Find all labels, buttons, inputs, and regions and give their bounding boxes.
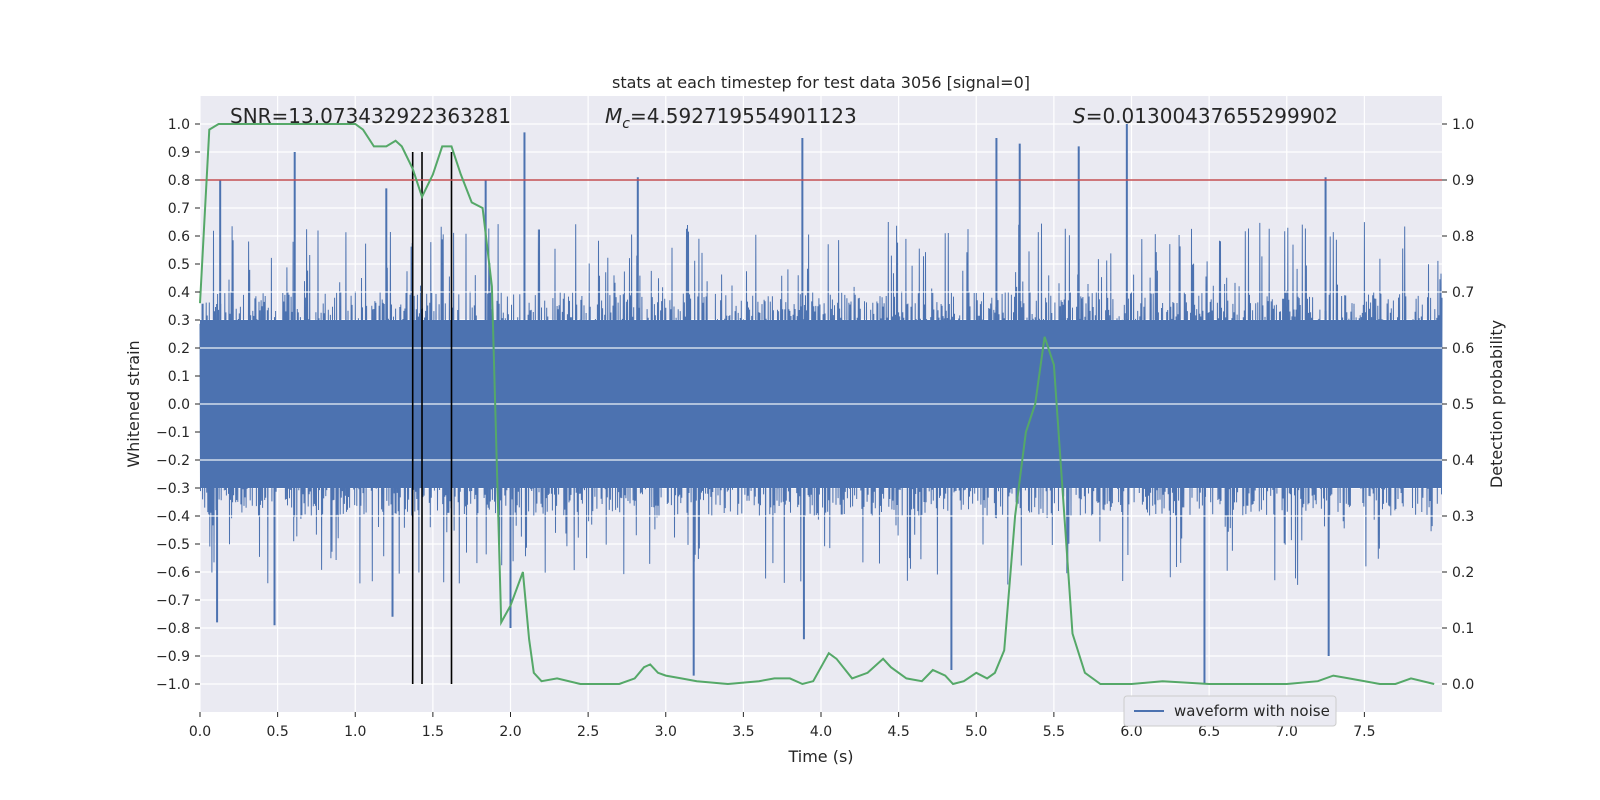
probability-series — [199, 123, 1435, 686]
y-tick-label: 0.9 — [168, 145, 190, 161]
waveform-series — [199, 124, 1443, 684]
x-tick-label: 6.5 — [1198, 724, 1220, 740]
y-tick-label: −0.6 — [156, 565, 190, 581]
vertical-markers — [411, 152, 453, 684]
x-tick-label: 3.0 — [655, 724, 677, 740]
x-tick-label: 4.5 — [887, 724, 909, 740]
y2-tick-label: 0.1 — [1452, 621, 1474, 637]
x-tick-label: 7.5 — [1353, 724, 1375, 740]
chirp-mass-annotation: Mc=4.592719554901123 — [605, 104, 857, 132]
y-axis-ticks: 1.0 0.9 0.8 0.7 0.6 0.5 0.4 0.3 0.2 0.1 0.0 −0.1 −0.… — [156, 117, 200, 693]
y2-tick-label: 0.3 — [1452, 509, 1474, 525]
x-tick-label: 3.5 — [732, 724, 754, 740]
y2-tick-label: 1.0 — [1452, 117, 1474, 133]
y-tick-label: 0.2 — [168, 341, 190, 357]
y-tick-label: 0.3 — [168, 313, 190, 329]
y2-tick-label: 0.5 — [1452, 397, 1474, 413]
y-tick-label: 0.1 — [168, 369, 190, 385]
y2-tick-label: 0.8 — [1452, 229, 1474, 245]
s-value: =0.01300437655299902 — [1086, 104, 1338, 128]
y-tick-label: −0.7 — [156, 593, 190, 609]
chirp-mass-subscript: c — [622, 116, 630, 132]
y-tick-label: 0.8 — [168, 173, 190, 189]
y-tick-label: −0.1 — [156, 425, 190, 441]
y2-tick-label: 0.0 — [1452, 677, 1474, 693]
y2-tick-label: 0.7 — [1452, 285, 1474, 301]
y-tick-label: −0.3 — [156, 481, 190, 497]
y2-tick-label: 0.2 — [1452, 565, 1474, 581]
y-tick-label: −0.8 — [156, 621, 190, 637]
x-tick-label: 2.0 — [499, 724, 521, 740]
x-axis-ticks: 0.0 0.5 1.0 1.5 2.0 2.5 3.0 3.5 4.0 4.5 5.0 5.5 6.0 6… — [189, 712, 1376, 740]
y2-axis-ticks: 1.0 0.9 0.8 0.7 0.6 0.5 0.4 0.3 0.2 0.1 0.0 — [1442, 117, 1474, 693]
y-tick-label: 1.0 — [168, 117, 190, 133]
y-tick-label: −1.0 — [156, 677, 190, 693]
y-tick-label: 0.0 — [168, 397, 190, 413]
legend: waveform with noise — [1123, 695, 1337, 727]
y-axis-label: Whitened strain — [124, 340, 143, 467]
x-tick-label: 6.0 — [1120, 724, 1142, 740]
y-tick-label: −0.4 — [156, 509, 190, 525]
s-symbol: S — [1073, 104, 1086, 128]
legend-label: waveform with noise — [1174, 702, 1330, 720]
y2-tick-label: 0.6 — [1452, 341, 1474, 357]
x-tick-label: 1.0 — [344, 724, 366, 740]
chart-title: stats at each timestep for test data 305… — [612, 73, 1030, 92]
chirp-mass-symbol: M — [605, 104, 622, 128]
x-tick-label: 2.5 — [577, 724, 599, 740]
s-annotation: S=0.01300437655299902 — [1073, 104, 1338, 128]
x-tick-label: 4.0 — [810, 724, 832, 740]
x-axis-label: Time (s) — [787, 747, 853, 766]
snr-annotation: SNR=13.073432922363281 — [230, 104, 511, 128]
x-tick-label: 7.0 — [1276, 724, 1298, 740]
y2-tick-label: 0.9 — [1452, 173, 1474, 189]
x-tick-label: 0.5 — [266, 724, 288, 740]
x-tick-label: 5.5 — [1043, 724, 1065, 740]
chirp-mass-value: =4.592719554901123 — [630, 104, 857, 128]
x-tick-label: 1.5 — [422, 724, 444, 740]
y-tick-label: −0.2 — [156, 453, 190, 469]
y2-tick-label: 0.4 — [1452, 453, 1474, 469]
probability-line — [199, 123, 1435, 686]
y-tick-label: 0.7 — [168, 201, 190, 217]
y-tick-label: −0.5 — [156, 537, 190, 553]
y2-axis-label: Detection probability — [1487, 320, 1506, 488]
y-tick-label: 0.4 — [168, 285, 190, 301]
y-tick-label: 0.6 — [168, 229, 190, 245]
y-tick-label: −0.9 — [156, 649, 190, 665]
legend-box — [1123, 695, 1337, 727]
x-tick-label: 0.0 — [189, 724, 211, 740]
y-tick-label: 0.5 — [168, 257, 190, 273]
x-tick-label: 5.0 — [965, 724, 987, 740]
